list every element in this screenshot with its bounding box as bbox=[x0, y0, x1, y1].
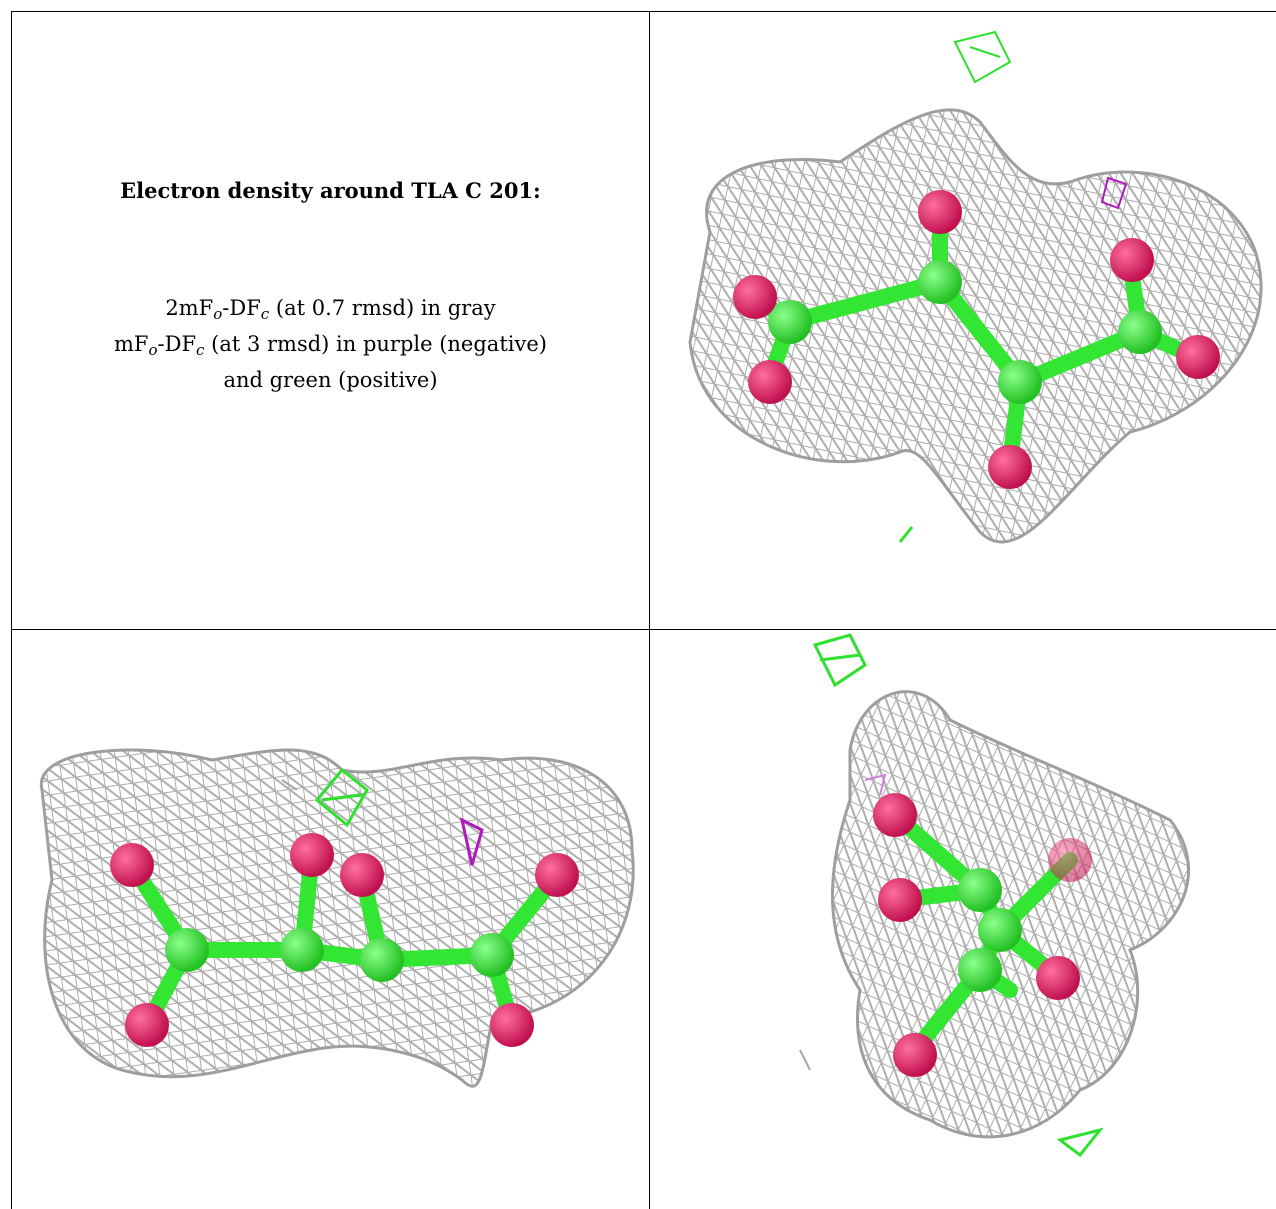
density-image-view-3 bbox=[799, 633, 1190, 1158]
density-image-view-2 bbox=[39, 748, 635, 1088]
table-border-middle-vertical bbox=[649, 11, 650, 1209]
legend-line-1: 2mFo-DFc (at 0.7 rmsd) in gray bbox=[165, 296, 496, 323]
density-panel-view-1 bbox=[650, 12, 1276, 629]
legend-line-3: and green (positive) bbox=[223, 368, 438, 392]
table-border-top bbox=[12, 11, 1276, 12]
density-panel-view-2 bbox=[12, 630, 649, 1209]
caption-title: Electron density around TLA C 201: bbox=[120, 178, 541, 203]
table-border-middle-horizontal bbox=[12, 629, 1276, 630]
density-panel-view-3 bbox=[650, 630, 1276, 1209]
table-border-left bbox=[11, 11, 12, 1209]
density-image-view-1 bbox=[688, 30, 1263, 544]
legend-line-2: mFo-DFc (at 3 rmsd) in purple (negative) bbox=[114, 332, 547, 359]
caption-cell: Electron density around TLA C 201: 2mFo-… bbox=[12, 12, 649, 629]
caption-legend: 2mFo-DFc (at 0.7 rmsd) in gray mFo-DFc (… bbox=[12, 293, 649, 395]
